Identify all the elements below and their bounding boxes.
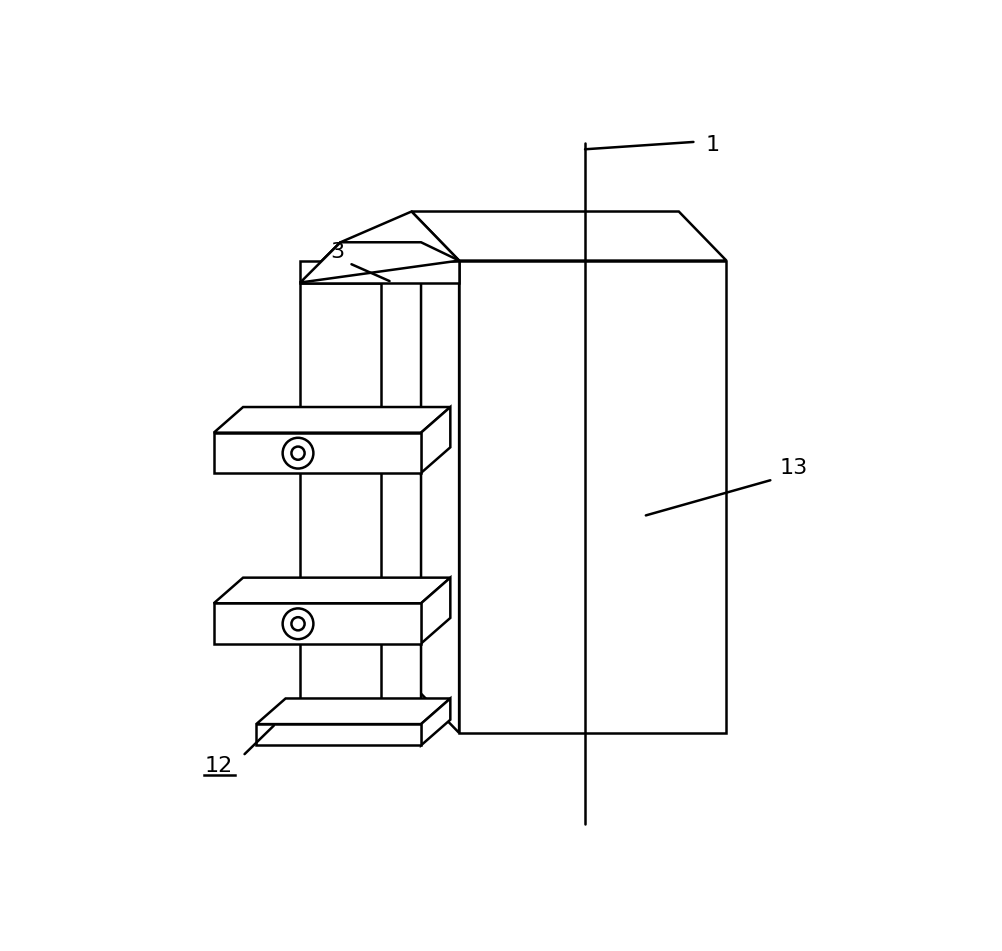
Polygon shape [300,282,381,740]
Polygon shape [421,698,450,746]
Polygon shape [459,261,725,733]
Polygon shape [411,211,725,261]
Polygon shape [300,243,459,282]
Polygon shape [411,211,459,733]
Polygon shape [213,433,421,473]
Polygon shape [421,577,450,644]
Text: 1: 1 [705,135,719,155]
Polygon shape [213,577,450,603]
Text: 3: 3 [330,242,344,262]
Polygon shape [257,724,421,746]
Polygon shape [213,603,421,644]
Text: 13: 13 [779,457,807,477]
Polygon shape [300,243,421,282]
Polygon shape [300,211,459,282]
Polygon shape [300,261,459,282]
Text: 12: 12 [204,756,232,776]
Polygon shape [257,698,450,724]
Polygon shape [213,407,450,433]
Polygon shape [421,407,450,473]
Polygon shape [381,243,421,740]
